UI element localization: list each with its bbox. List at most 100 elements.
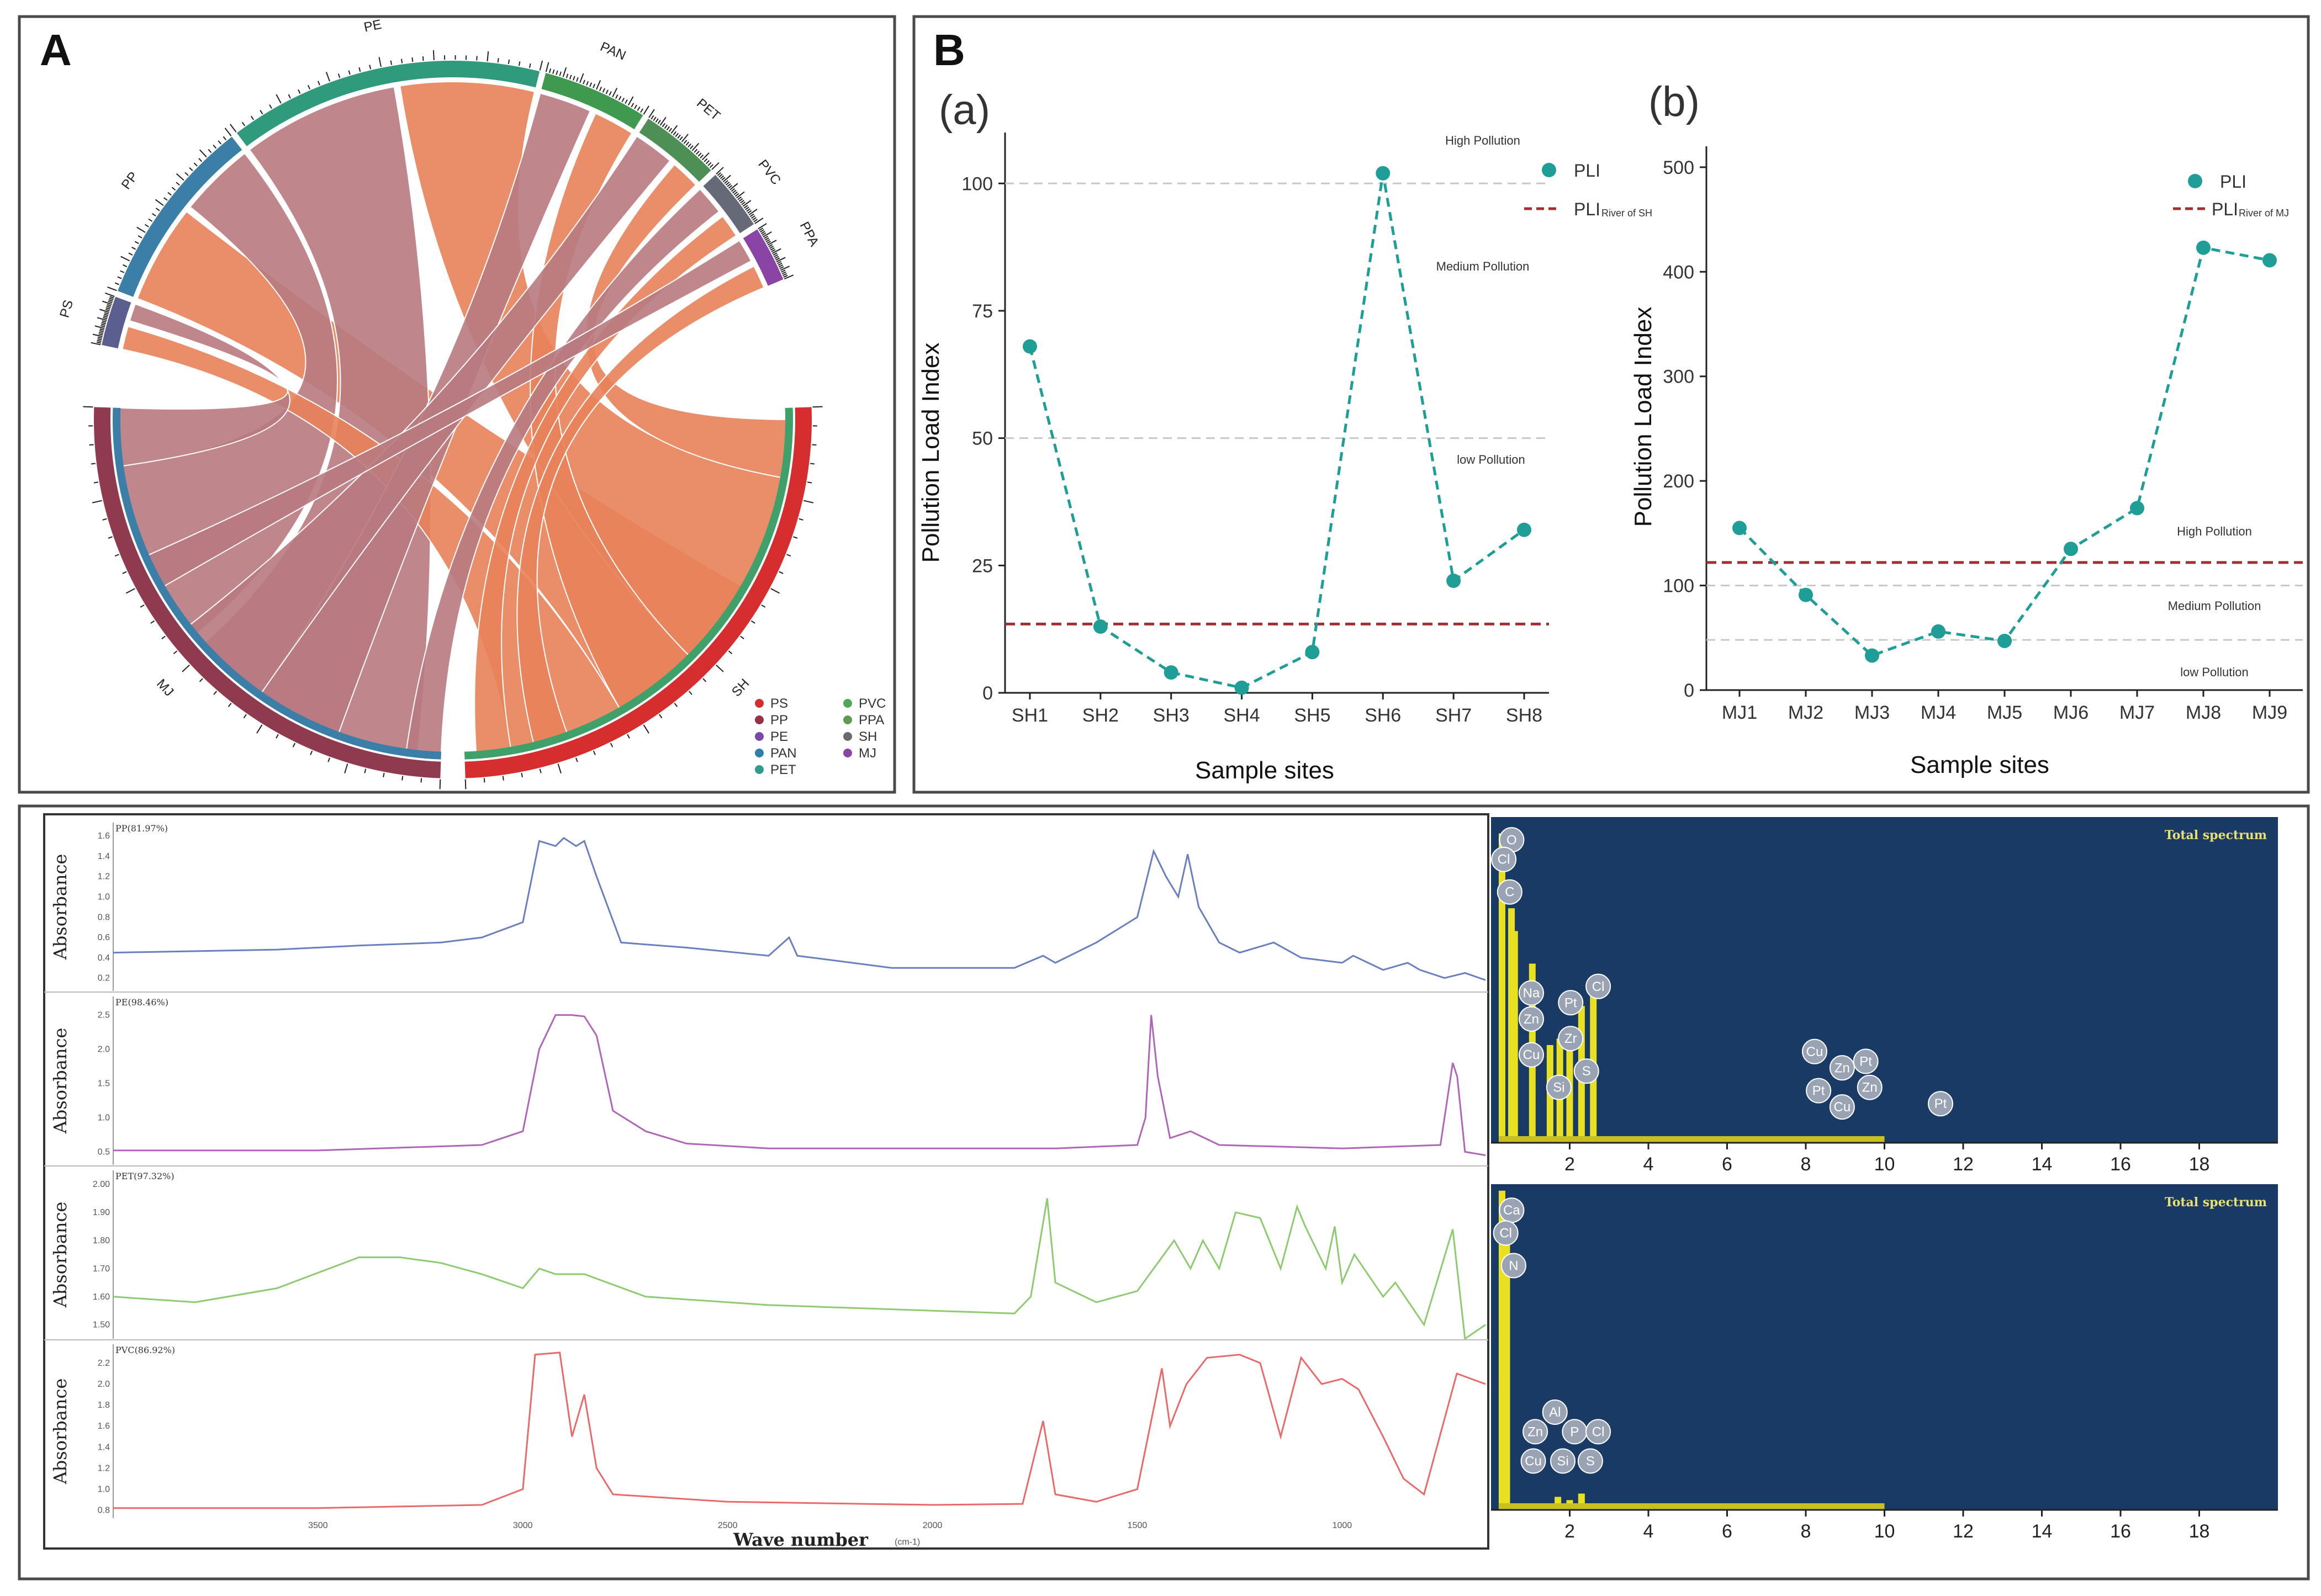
chord-tick xyxy=(701,152,710,161)
ftir-x-tick-label: 3000 xyxy=(513,1521,533,1530)
chord-tick xyxy=(758,223,767,230)
x-tick-label: MJ5 xyxy=(1987,702,2022,723)
chord-tick xyxy=(780,266,790,271)
chord-tick xyxy=(97,338,102,341)
chord-tick xyxy=(103,315,108,318)
y-tick-label: 100 xyxy=(1663,576,1694,597)
chord-tick xyxy=(716,664,724,672)
legend-swatch-ppa xyxy=(843,715,852,724)
x-tick-label: MJ4 xyxy=(1921,702,1956,723)
eds-element-label: Zn xyxy=(1834,1061,1850,1075)
ftir-y-tick-label: 1.6 xyxy=(98,1422,110,1431)
chord-tick xyxy=(721,177,726,181)
pli-chart-mj: (b) Pollution Load Index Sample sites Hi… xyxy=(1630,78,2303,778)
chord-tick xyxy=(662,123,666,128)
eds-element-label: Cl xyxy=(1498,852,1510,867)
eds-element-label: Pt xyxy=(1859,1054,1872,1069)
eds-x-tick-label: 14 xyxy=(2032,1154,2053,1175)
chord-tick xyxy=(775,257,780,261)
chord-tick xyxy=(109,296,114,299)
chord-tick xyxy=(743,205,748,209)
pli-point-sh1 xyxy=(1023,339,1037,354)
chord-tick xyxy=(184,172,189,176)
pli-point-mj7 xyxy=(2130,501,2144,516)
eds-element-si xyxy=(1546,1074,1572,1100)
chord-tick xyxy=(734,193,739,197)
chord-label-ps: PS xyxy=(57,298,76,319)
chord-tick xyxy=(189,167,193,171)
chord-tick xyxy=(140,604,145,608)
chord-tick xyxy=(702,678,707,682)
chord-tick xyxy=(378,57,382,67)
chord-tick xyxy=(91,342,101,346)
chord-tick xyxy=(552,69,555,74)
chord-tick xyxy=(648,109,655,118)
chord-tick xyxy=(102,518,107,521)
ftir-y-tick-label: 0.8 xyxy=(98,1505,110,1515)
eds-x-tick-label: 8 xyxy=(1801,1154,1811,1175)
plot-area-a: 0 25 50 75 100 SH1 SH2 SH3 SH4 SH5 SH6 SH7 SH8 xyxy=(961,132,1549,726)
legend-ref-label-a: PLI xyxy=(1574,199,1600,219)
ftir-line-2 xyxy=(113,1198,1486,1340)
ftir-x-tick-label: 1500 xyxy=(1128,1521,1148,1530)
chord-tick xyxy=(651,115,654,120)
chord-tick xyxy=(765,239,770,242)
ftir-y-tick-label: 1.0 xyxy=(98,1113,110,1122)
eds-element-label: Pt xyxy=(1812,1084,1825,1099)
chord-tick xyxy=(94,325,105,329)
chord-tick xyxy=(256,724,263,734)
zone-high-b: High Pollution xyxy=(2177,524,2252,538)
chord-tick xyxy=(557,763,562,774)
chord-tick xyxy=(562,67,567,77)
chord-label-pe: PE xyxy=(363,17,383,35)
chord-tick xyxy=(724,180,728,184)
chord-tick xyxy=(107,304,112,307)
chord-tick xyxy=(569,75,572,79)
y-tick-label: 50 xyxy=(972,428,993,449)
chord-tick xyxy=(740,635,744,639)
ftir-ylabel: Absorbance xyxy=(50,1028,71,1134)
eds-element-label: Cu xyxy=(1806,1044,1823,1059)
chord-tick xyxy=(92,333,103,337)
subtitle-a: (a) xyxy=(939,87,990,134)
eds-peak xyxy=(1498,833,1505,1143)
ftir-ylabel: Absorbance xyxy=(50,854,71,961)
chord-label-pp: PP xyxy=(119,169,141,192)
chord-tick xyxy=(779,571,784,574)
chord-tick xyxy=(753,219,758,222)
chord-tick xyxy=(348,70,351,75)
chord-tick xyxy=(199,678,203,682)
eds-element-c xyxy=(1497,879,1522,905)
chord-tick xyxy=(432,50,435,60)
chord-tick xyxy=(784,274,794,280)
ftir-y-tick-label: 1.60 xyxy=(93,1292,110,1302)
ftir-y-tick-label: 1.0 xyxy=(98,893,110,902)
eds-x-tick-label: 12 xyxy=(1953,1521,1974,1542)
ftir-xlabel: Wave number xyxy=(733,1529,869,1550)
chord-tick xyxy=(750,620,755,624)
chord-tick xyxy=(364,768,367,773)
ftir-y-tick-label: 1.80 xyxy=(93,1236,110,1245)
chord-tick xyxy=(716,167,724,175)
chord-tick xyxy=(742,200,752,207)
chord-tick xyxy=(99,330,104,332)
eds-x-tick-label: 12 xyxy=(1953,1154,1974,1175)
chord-tick xyxy=(213,144,217,149)
legend-ref-sub-a: River of SH xyxy=(1601,208,1652,219)
chord-tick xyxy=(138,235,142,238)
eds-background xyxy=(1491,817,2278,1143)
chord-tick xyxy=(759,227,764,231)
chord-tick xyxy=(528,63,531,68)
pli-series-line xyxy=(1028,173,1525,690)
xlabel-a: Sample sites xyxy=(1195,757,1334,784)
chord-tick xyxy=(344,763,348,774)
eds-baseline xyxy=(1499,1136,1885,1143)
chord-tick xyxy=(679,136,683,141)
chord-tick xyxy=(559,71,562,76)
chord-tick xyxy=(89,444,94,446)
chord-tick xyxy=(148,218,153,222)
x-tick-label: MJ7 xyxy=(2119,702,2155,723)
chord-tick xyxy=(766,241,771,244)
chord-tick xyxy=(411,57,414,62)
